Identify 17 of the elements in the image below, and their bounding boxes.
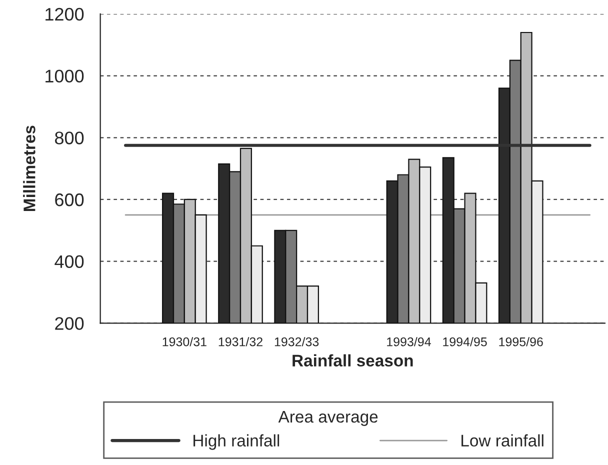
y-axis-title: Millimetres	[23, 126, 36, 211]
x-axis-title: Rainfall season	[292, 354, 413, 367]
y-tick-label: 1000	[46, 70, 84, 83]
y-tick-label: 800	[55, 132, 84, 144]
y-tick-label: 600	[55, 193, 84, 206]
legend-label: Low rainfall	[462, 434, 544, 447]
x-tick-label: 1994/95	[443, 337, 487, 346]
x-tick-label: 1931/32	[218, 337, 262, 346]
x-tick-label: 1995/96	[499, 337, 543, 346]
legend-label: High rainfall	[194, 434, 280, 450]
y-tick-label: 1200	[46, 8, 84, 21]
x-tick-label: 1932/33	[274, 337, 319, 346]
legend-title: Area average	[278, 411, 378, 426]
y-tick-label: 200	[55, 317, 84, 330]
x-tick-label: 1993/94	[387, 337, 431, 346]
x-tick-label: 1930/31	[162, 337, 206, 346]
y-tick-label: 400	[54, 255, 84, 268]
